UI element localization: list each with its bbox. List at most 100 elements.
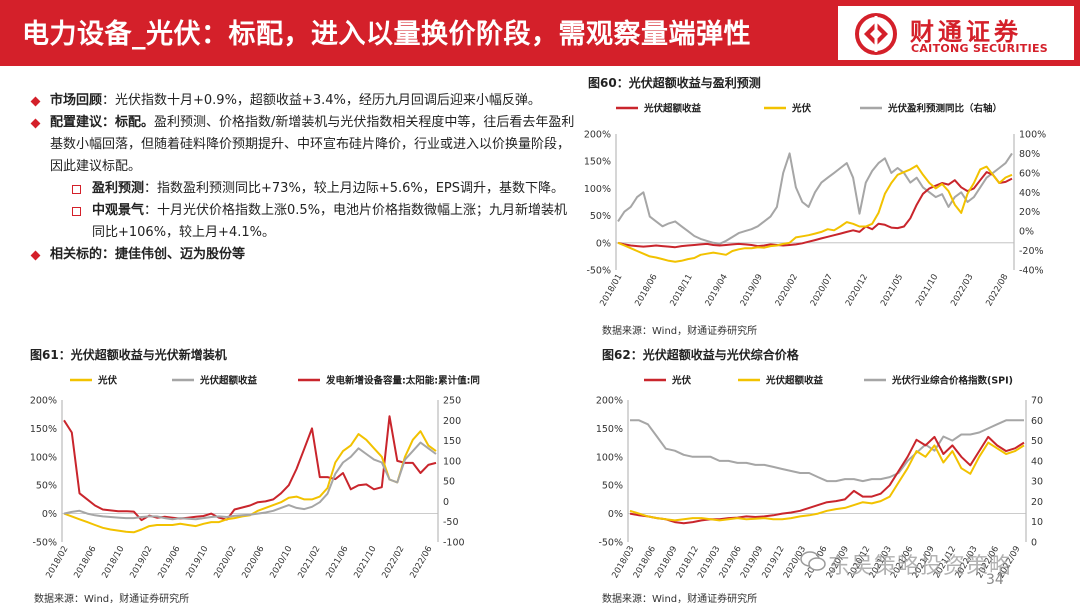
y-tick-label: 50% [602,481,623,492]
square-bullet-icon [72,185,81,194]
x-tick-label: 2022/03 [949,273,975,309]
bullet-related-stocks: 相关标的：捷佳伟创、迈为股份等 [30,244,575,266]
watermark-text: 东吴策略投资策略 [828,554,1013,579]
y2-tick-label: 0% [1019,227,1034,238]
y-tick-label: 0% [42,509,57,520]
x-tick-label: 2019/10 [184,545,210,581]
bullet-label: 配置建议：标配。 [50,115,155,130]
x-tick-label: 2021/10 [914,273,940,309]
bullet-text: ：光伏指数十月+0.9%，超额收益+3.4%，经历九月回调后迎来小幅反弹。 [102,93,541,108]
y2-tick-label: 40 [1031,456,1043,467]
series-line [63,441,437,521]
y2-tick-label: 70 [1031,396,1043,407]
bullet-text: ：十月光伏价格指数上涨0.5%，电池片价格指数微幅上涨；九月新增装机同比+106… [92,203,568,240]
fig61-title: 图61：光伏超额收益与光伏新增装机 [30,348,227,362]
square-bullet-icon [72,207,81,216]
x-tick-label: 2019/09 [739,273,765,309]
y2-tick-label: 200 [443,416,461,427]
legend-label: 光伏超额收益 [643,103,702,115]
bullet-market-review: 市场回顾：光伏指数十月+0.9%，超额收益+3.4%，经历九月回调后迎来小幅反弹… [30,90,575,112]
y2-tick-label: -20% [1019,246,1044,257]
slide-title: 电力设备_光伏：标配，进入以量换价阶段，需观察量端弹性 [22,19,751,50]
legend-label: 发电新增设备容量:太阳能:累计值:同比 [325,375,480,387]
y2-tick-label: 50 [443,477,455,488]
y2-tick-label: 150 [443,436,461,447]
x-tick-label: 2020/06 [240,545,266,581]
x-tick-label: 2021/06 [324,545,350,581]
legend-label: 光伏行业综合价格指数(SPI) [891,375,1013,387]
y2-tick-label: 100% [1019,130,1046,141]
diamond-bullet-icon [30,118,41,129]
y2-tick-label: 20% [1019,207,1040,218]
x-tick-label: 2018/11 [668,273,694,309]
y2-tick-label: 60% [1019,168,1040,179]
x-tick-label: 2020/07 [809,273,835,309]
x-tick-label: 2019/02 [128,545,154,581]
y-tick-label: 200% [596,396,623,407]
legend-label: 光伏 [97,375,118,387]
series-line [629,435,1025,525]
y-tick-label: 0% [596,238,611,249]
sub-bullet-macro: 中观景气：十月光伏价格指数上涨0.5%，电池片价格指数微幅上涨；九月新增装机同比… [30,200,575,244]
x-tick-label: 2018/06 [633,273,659,309]
y2-tick-label: 40% [1019,188,1040,199]
bullet-config-advice: 配置建议：标配。盈利预测、价格指数/新增装机与光伏指数相关程度中等，往后看去年盈… [30,112,575,178]
series-line [617,152,1013,245]
wechat-icon [800,551,826,571]
series-line [617,171,1013,249]
y-tick-label: 150% [584,157,611,168]
y-tick-label: 200% [30,396,57,407]
y-tick-label: 100% [584,184,611,195]
y2-tick-label: 20 [1031,497,1043,508]
x-tick-label: 2021/02 [296,545,322,581]
x-tick-label: 2021/10 [352,545,378,581]
x-tick-label: 2018/10 [100,545,126,581]
fig61-source: 数据来源：Wind，财通证券研究所 [34,594,190,605]
y2-tick-label: -40% [1019,266,1044,277]
fig62-source: 数据来源：Wind，财通证券研究所 [602,594,758,605]
x-tick-label: 2019/06 [156,545,182,581]
legend-label: 光伏超额收益 [765,375,824,387]
legend-label: 光伏超额收益 [199,375,258,387]
fig62-title: 图62：光伏超额收益与光伏综合价格 [602,348,799,362]
diamond-bullet-icon [30,250,41,261]
y-tick-label: 200% [584,130,611,141]
y2-tick-label: 250 [443,396,461,407]
y-tick-label: 150% [596,424,623,435]
fig60-chart: 200% 150% 100% 50% 0% -50% 100% 80% 60% 40% 20% 0% -… [584,103,1046,309]
bullet-text: ：指数盈利预测同比+73%，较上月边际+5.6%，EPS调升，基数下降。 [144,181,565,196]
x-tick-label: 2018/01 [598,273,624,309]
x-tick-label: 2022/02 [380,545,406,581]
series-line [617,164,1013,263]
x-tick-label: 2021/05 [879,273,905,309]
y2-tick-label: 0 [1031,538,1037,549]
page-number: 34 [986,572,1004,588]
logo-text-cn: 财通证券 [910,18,1022,46]
y2-tick-label: 60 [1031,416,1043,427]
bullet-label: 相关标的：捷佳伟创、迈为股份等 [50,247,246,262]
y2-tick-label: 100 [443,456,461,467]
x-tick-label: 2022/08 [984,273,1010,309]
y2-tick-label: 0 [443,497,449,508]
sub-bullet-profit-forecast: 盈利预测：指数盈利预测同比+73%，较上月边际+5.6%，EPS调升，基数下降。 [30,178,575,200]
fig62-chart: 200%150%100%50%0%-50%7060504030201002018… [596,375,1043,581]
y2-tick-label: -100 [443,538,465,549]
x-tick-label: 2018/06 [72,545,98,581]
summary-bullets: 市场回顾：光伏指数十月+0.9%，超额收益+3.4%，经历九月回调后迎来小幅反弹… [30,90,575,266]
y2-tick-label: 10 [1031,517,1043,528]
y-tick-label: -50% [32,538,57,549]
fig60-source: 数据来源：Wind，财通证券研究所 [602,326,758,337]
y-tick-label: 100% [30,452,57,463]
x-tick-label: 2020/02 [212,545,238,581]
company-logo: 财通证券 CAITONG SECURITIES [838,6,1074,60]
bullet-label: 中观景气 [92,203,145,218]
y2-tick-label: 80% [1019,149,1040,160]
series-line [630,419,1024,483]
y-tick-label: 0% [608,509,623,520]
x-tick-label: 2020/12 [844,273,870,309]
y2-tick-label: -50 [443,517,459,528]
diamond-bullet-icon [30,96,41,107]
y2-tick-label: 30 [1031,477,1043,488]
logo-mark-icon [855,13,897,55]
y-tick-label: -50% [586,266,611,277]
